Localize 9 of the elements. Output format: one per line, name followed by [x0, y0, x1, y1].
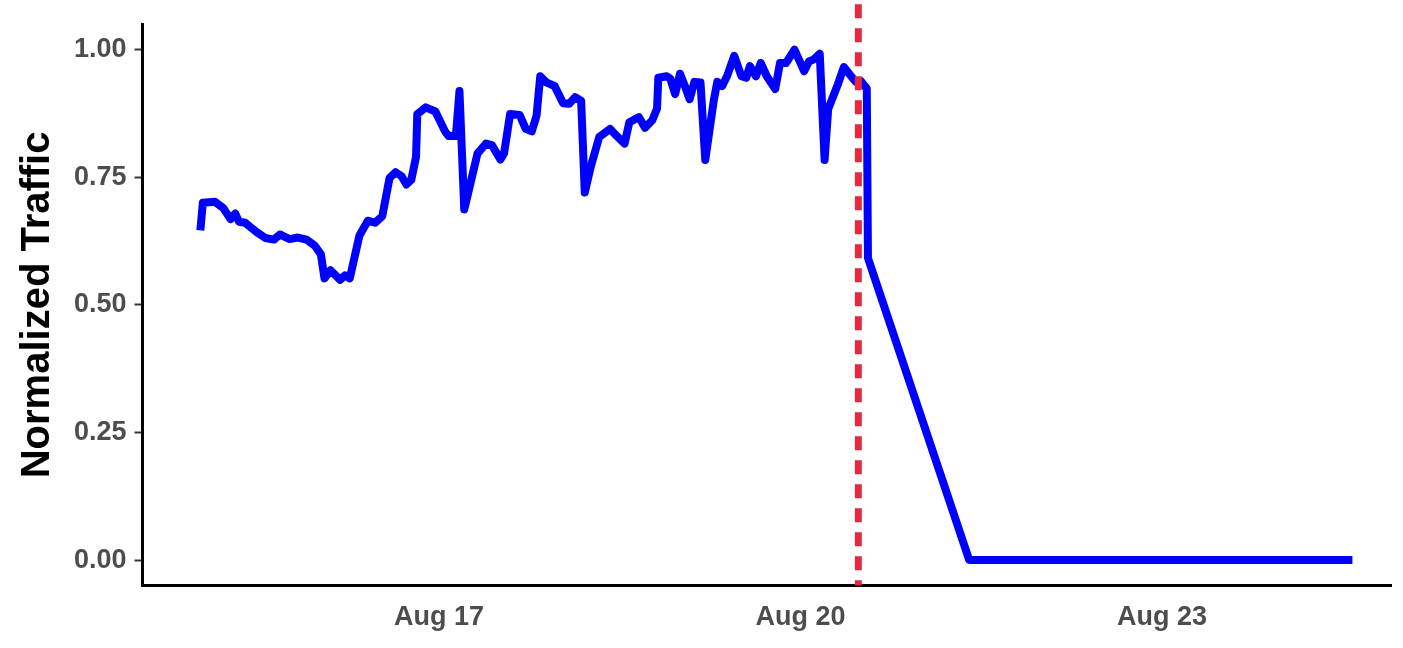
y-tick-label: 0.25: [73, 415, 127, 446]
x-tick-label: Aug 20: [755, 601, 846, 632]
y-axis-title: Normalized Traffic: [13, 131, 58, 479]
y-tick-label: 0.75: [73, 160, 127, 191]
x-tick-label: Aug 23: [1117, 601, 1208, 632]
y-tick-label: 1.00: [73, 33, 127, 64]
x-tick-label: Aug 17: [393, 601, 484, 632]
y-tick-label: 0.00: [73, 543, 127, 574]
y-tick-label: 0.50: [73, 288, 127, 319]
